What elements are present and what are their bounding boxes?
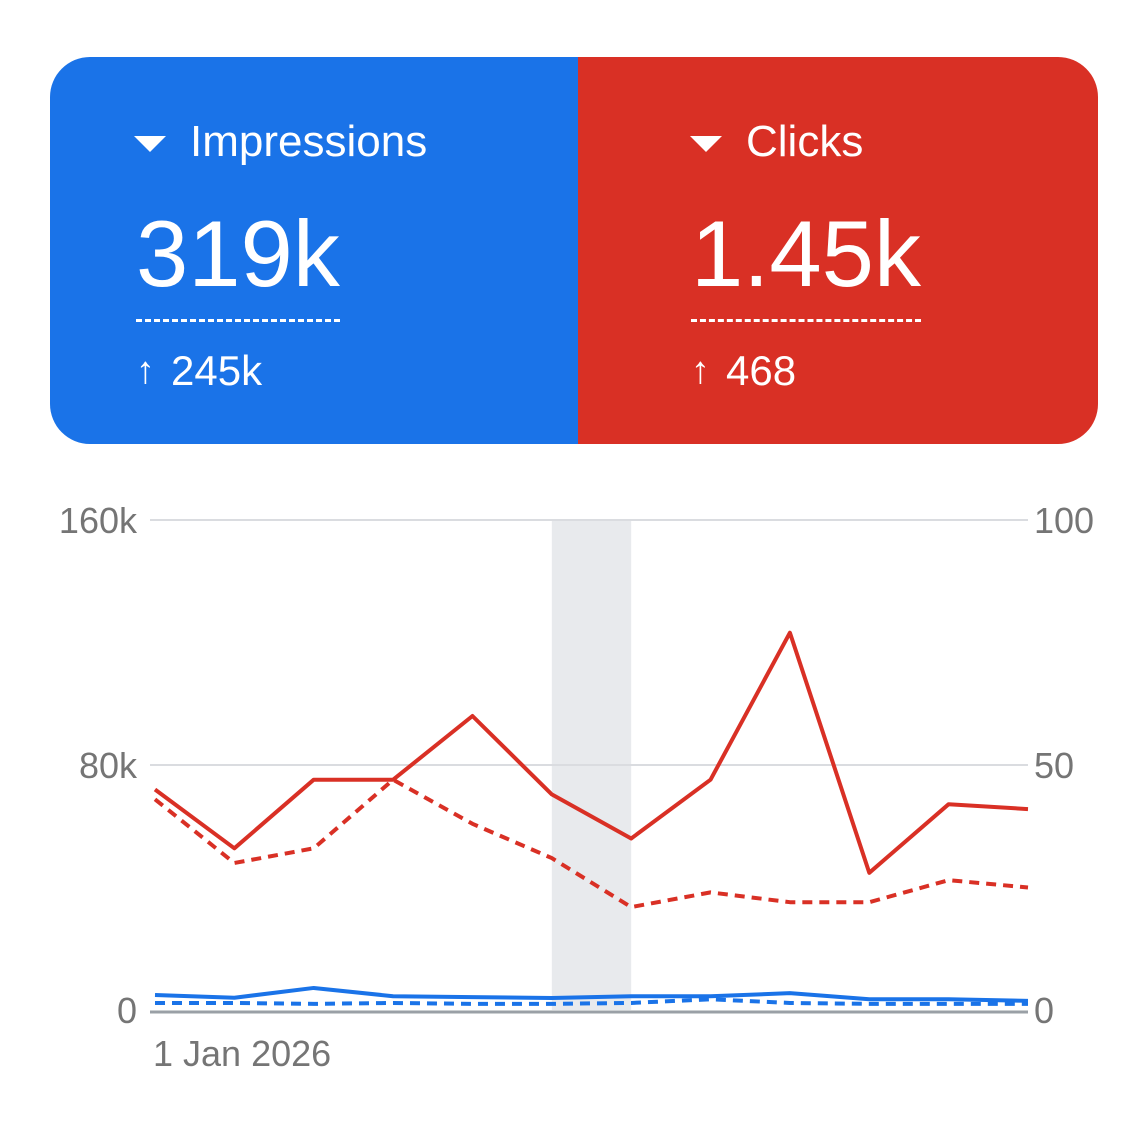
right-tick-label: 0 <box>1034 990 1054 1031</box>
series-line-clicks <box>153 630 1029 875</box>
caret-down-icon <box>690 136 722 152</box>
clicks-value: 1.45k <box>691 207 921 322</box>
impressions-title: Impressions <box>134 117 427 167</box>
arrow-up-icon: ↑ <box>136 349 155 392</box>
left-tick-label: 0 <box>117 990 137 1031</box>
clicks-delta: ↑ 468 <box>691 347 796 395</box>
right-tick-label: 50 <box>1034 745 1074 786</box>
series-line-clicks-previous <box>153 777 1029 910</box>
impressions-delta: ↑ 245k <box>136 347 262 395</box>
impressions-delta-value: 245k <box>171 347 263 394</box>
impressions-value: 319k <box>136 207 340 322</box>
left-tick-label: 80k <box>79 745 138 786</box>
arrow-up-icon: ↑ <box>691 349 710 392</box>
caret-down-icon <box>134 136 166 152</box>
x-axis-start-label: 1 Jan 2026 <box>153 1033 331 1074</box>
series-line-impressions-previous <box>155 997 1028 1006</box>
right-tick-label: 100 <box>1034 500 1094 541</box>
series-line-impressions <box>154 985 1029 1003</box>
clicks-delta-value: 468 <box>726 347 797 394</box>
clicks-label: Clicks <box>746 117 864 166</box>
impressions-card[interactable]: Impressions 319k ↑ 245k <box>50 57 578 444</box>
metric-cards: Impressions 319k ↑ 245k Clicks 1.45k ↑ 4… <box>50 57 1098 444</box>
impressions-label: Impressions <box>190 117 428 166</box>
clicks-card[interactable]: Clicks 1.45k ↑ 468 <box>578 57 1098 444</box>
clicks-title: Clicks <box>690 117 863 167</box>
left-tick-label: 160k <box>59 500 138 541</box>
